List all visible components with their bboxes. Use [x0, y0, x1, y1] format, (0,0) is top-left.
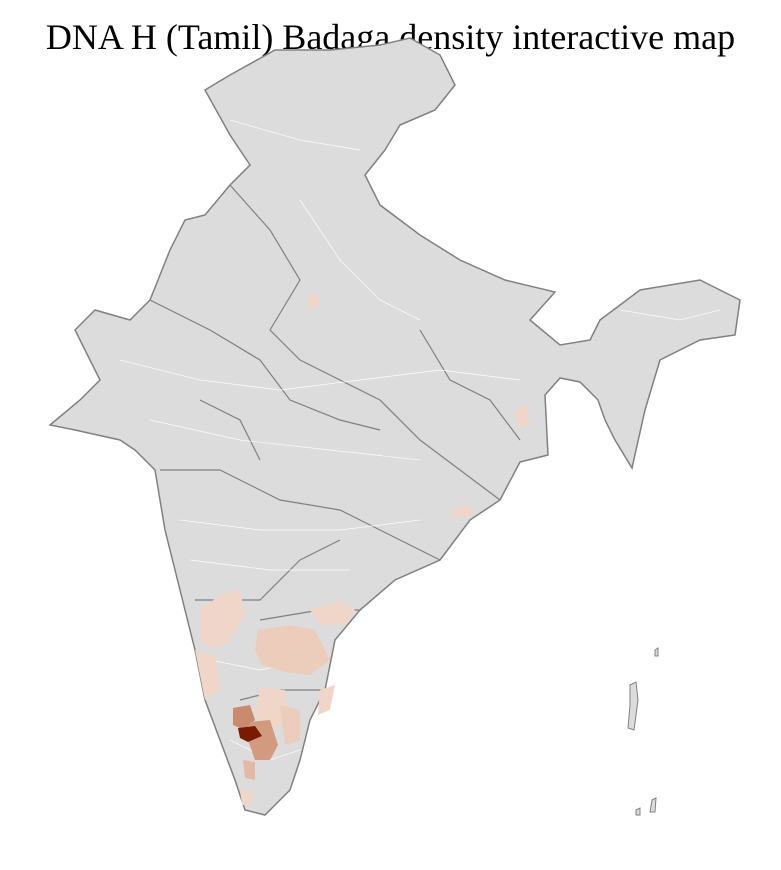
region-peak-nilgiris[interactable]: [238, 726, 262, 742]
region-low-west-bengal[interactable]: [515, 405, 530, 428]
region-low-uttar-pradesh[interactable]: [306, 292, 320, 310]
region-low-telangana-ap[interactable]: [255, 625, 330, 675]
region-low-south-ap[interactable]: [318, 685, 335, 715]
density-regions: [195, 292, 530, 805]
state-borders: [149, 184, 521, 701]
region-mid-tamil-nadu-west[interactable]: [280, 705, 300, 745]
region-low-odisha[interactable]: [450, 505, 475, 518]
region-mid-karnataka-south[interactable]: [255, 688, 290, 730]
district-borders: [119, 119, 721, 761]
region-low-south-kerala[interactable]: [240, 790, 252, 805]
region-low-ap-coast[interactable]: [310, 600, 355, 625]
region-mid-kerala[interactable]: [243, 760, 255, 780]
andaman-nicobar-islands: [627, 647, 659, 816]
region-low-coastal-karnataka[interactable]: [195, 650, 220, 700]
region-low-north-karnataka[interactable]: [200, 590, 245, 650]
region-high-mysore[interactable]: [233, 705, 255, 730]
